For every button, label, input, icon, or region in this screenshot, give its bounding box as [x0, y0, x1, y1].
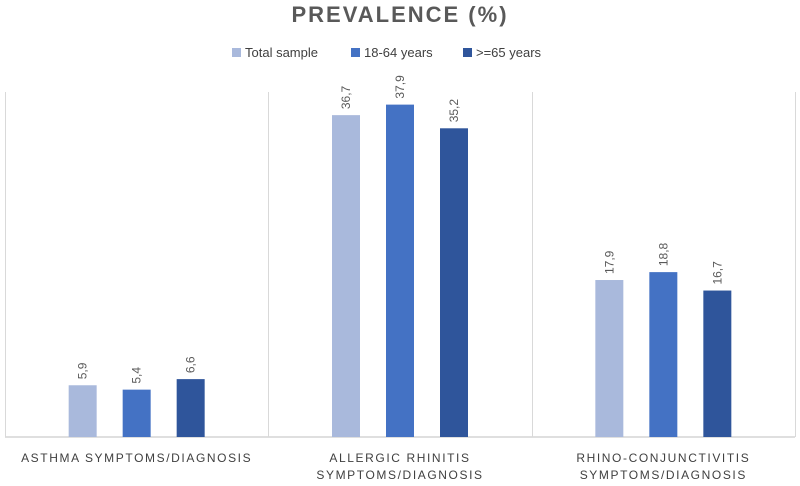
plot-area: 5,9 5,4 6,6 ASTHMA SYMPTOMS/DIAGNOSIS 36,7 37…	[5, 75, 796, 482]
data-label: 5,4	[130, 367, 144, 384]
bar	[176, 379, 205, 437]
category-label: ASTHMA SYMPTOMS/DIAGNOSIS	[21, 451, 252, 465]
legend-swatch	[232, 48, 241, 57]
bar	[649, 272, 678, 437]
data-label: 17,9	[602, 250, 616, 274]
data-label: 35,2	[447, 99, 461, 123]
legend-label: >=65 years	[476, 45, 542, 60]
bar	[122, 389, 151, 437]
bar	[595, 280, 624, 437]
data-label: 18,8	[656, 242, 670, 266]
data-label: 16,7	[710, 261, 724, 285]
legend-label: Total sample	[245, 45, 318, 60]
bar	[440, 128, 468, 437]
legend-swatch	[351, 48, 360, 57]
legend-swatch	[463, 48, 472, 57]
category-label: ALLERGIC RHINITIS	[329, 451, 470, 465]
category-label: SYMPTOMS/DIAGNOSIS	[316, 468, 483, 482]
bar	[68, 385, 97, 437]
bar	[386, 104, 414, 437]
data-label: 5,9	[76, 362, 90, 379]
bar	[332, 115, 360, 438]
data-label: 6,6	[184, 356, 198, 373]
legend: Total sample 18-64 years >=65 years	[232, 45, 542, 60]
data-label: 37,9	[393, 75, 407, 99]
data-label: 36,7	[339, 85, 353, 109]
bar	[703, 290, 732, 437]
legend-label: 18-64 years	[364, 45, 433, 60]
chart-title: PREVALENCE (%)	[291, 2, 508, 27]
category-label: SYMPTOMS/DIAGNOSIS	[580, 468, 747, 482]
category-label: RHINO-CONJUNCTIVITIS	[576, 451, 750, 465]
